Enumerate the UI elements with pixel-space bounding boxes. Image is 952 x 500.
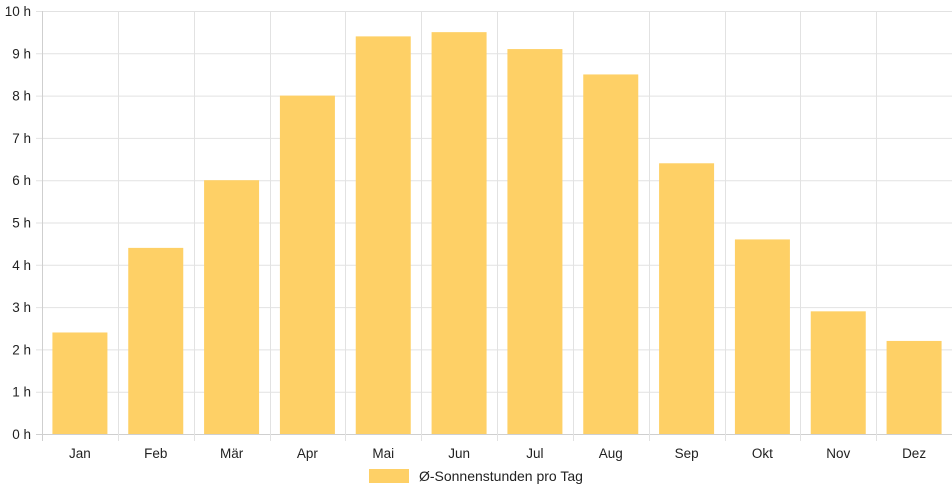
y-tick-label: 5 h xyxy=(12,216,31,231)
x-tick-label: Mai xyxy=(372,446,394,461)
x-tick-label: Dez xyxy=(902,446,926,461)
bar[interactable] xyxy=(507,49,563,434)
y-tick-label: 4 h xyxy=(12,258,31,273)
x-tick-label: Okt xyxy=(752,446,773,461)
bar[interactable] xyxy=(734,239,790,434)
ticks: 0 h 1 h 2 h 3 h 4 h 5 h 6 h 7 h 8 h 9 h 10 h Jan Feb… xyxy=(5,4,927,461)
y-tick-label: 9 h xyxy=(12,46,31,61)
y-tick-label: 0 h xyxy=(12,427,31,442)
bar[interactable] xyxy=(128,247,184,434)
x-tick-label: Mär xyxy=(220,446,244,461)
bar[interactable] xyxy=(810,311,866,434)
bar-chart: 0 h 1 h 2 h 3 h 4 h 5 h 6 h 7 h 8 h 9 h 10 h Jan Feb… xyxy=(5,4,952,461)
x-tick-label: Feb xyxy=(144,446,167,461)
grid xyxy=(36,11,952,441)
x-tick-label: Jun xyxy=(448,446,470,461)
x-tick-label: Sep xyxy=(675,446,699,461)
legend-label: Ø-Sonnenstunden pro Tag xyxy=(418,468,583,484)
x-tick-label: Jul xyxy=(526,446,543,461)
bar[interactable] xyxy=(279,95,335,434)
y-tick-label: 8 h xyxy=(12,89,31,104)
bar[interactable] xyxy=(431,32,487,435)
y-tick-label: 6 h xyxy=(12,173,31,188)
x-tick-label: Nov xyxy=(826,446,850,461)
y-tick-label: 7 h xyxy=(12,131,31,146)
legend-swatch xyxy=(369,469,410,483)
y-tick-label: 2 h xyxy=(12,342,31,357)
bar[interactable] xyxy=(583,74,639,434)
y-tick-label: 1 h xyxy=(12,385,31,400)
bar[interactable] xyxy=(886,340,942,434)
y-tick-label: 10 h xyxy=(5,4,31,19)
y-tick-label: 3 h xyxy=(12,300,31,315)
bar[interactable] xyxy=(52,332,108,434)
bars xyxy=(52,32,942,435)
bar[interactable] xyxy=(659,163,715,434)
bar[interactable] xyxy=(355,36,411,434)
x-tick-label: Aug xyxy=(599,446,623,461)
x-tick-label: Apr xyxy=(297,446,319,461)
x-tick-label: Jan xyxy=(69,446,91,461)
bar[interactable] xyxy=(204,180,260,434)
legend[interactable]: Ø-Sonnenstunden pro Tag xyxy=(0,468,952,484)
